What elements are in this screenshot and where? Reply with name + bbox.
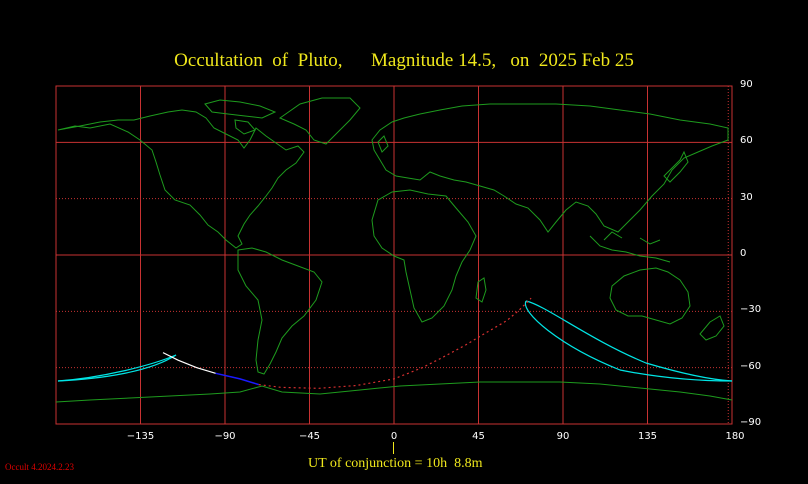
east-shadow-limit-inner [524,300,733,382]
africa-coastline [371,189,477,323]
southeast-asia-islands-coastline [589,231,671,263]
uk-coastline [377,135,389,153]
new-zealand-coastline [699,315,725,341]
japan-coastline [663,150,689,183]
map-title: Occultation of Pluto, Magnitude 14.5, on… [174,50,634,71]
latitude-tick-label: −90 [740,417,762,428]
madagascar-coastline [475,277,487,303]
longitude-tick-label: −45 [298,431,321,442]
central-line-night [215,372,260,386]
longitude-tick-label: 135 [637,431,658,442]
longitude-tick-label: 0 [390,431,398,442]
north-america-coastline [57,109,305,249]
conjunction-marker [393,442,394,454]
antarctica-coastline [55,381,733,403]
central-line-below-horizon [258,297,532,389]
eurasia-coastline [371,103,729,233]
latitude-tick-label: 0 [740,248,747,259]
longitude-tick-label: 45 [472,431,485,442]
latitude-tick-label: 60 [740,135,753,147]
central-line-daylight [162,352,216,374]
west-shadow-limit-southern [57,354,177,382]
south-america-coastline [237,247,323,375]
australia-coastline [609,267,691,325]
arctic-islands-coastline [204,99,277,135]
latitude-tick-label: −30 [740,304,762,316]
coastlines [55,97,733,403]
latitude-tick-label: 30 [740,191,753,203]
conjunction-time-label: UT of conjunction = 10h 8.8m [308,456,483,471]
longitude-tick-label: −135 [126,431,155,442]
greenland-coastline [278,97,361,145]
software-version-label: Occult 4.2024.2.23 [5,462,74,472]
longitude-tick-label: −90 [214,431,236,442]
shadow-path [57,297,733,389]
east-shadow-limit-outer [525,300,733,382]
latitude-tick-label: 90 [740,79,753,90]
latitude-tick-label: −60 [740,360,762,372]
longitude-tick-label: 180 [725,431,745,442]
longitude-tick-label: 90 [556,431,570,442]
lat-lon-grid [56,86,733,424]
